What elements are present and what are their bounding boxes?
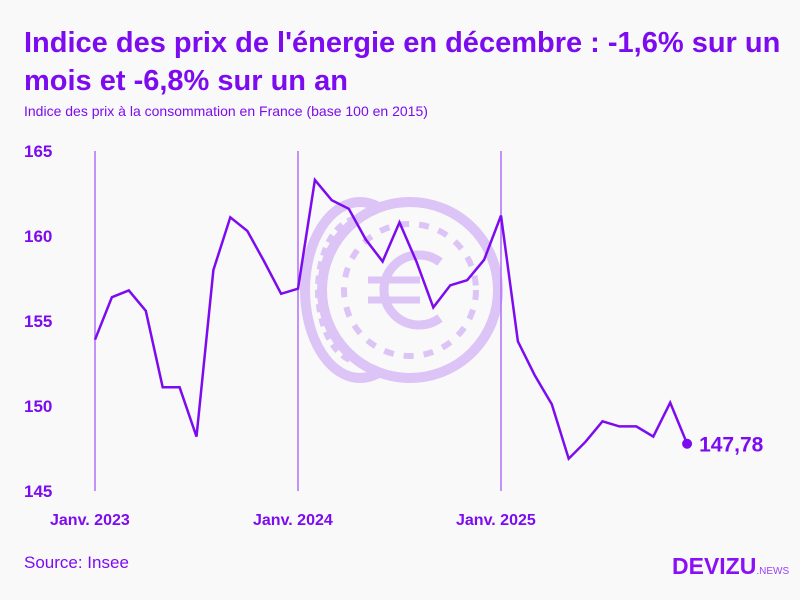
x-tick-label: Janv. 2023 — [50, 512, 130, 529]
y-tick-label: 145 — [24, 482, 52, 501]
logo-suffix: .NEWS — [756, 566, 790, 577]
y-tick-label: 165 — [24, 142, 52, 161]
chart-title: Indice des prix de l'énergie en décembre… — [24, 27, 781, 97]
euro-coin-icon — [300, 197, 503, 383]
devizu-logo: DEVIZU.NEWS — [672, 553, 789, 580]
chart-subtitle: Indice des prix à la consommation en Fra… — [24, 103, 428, 119]
x-tick-label: Janv. 2024 — [253, 512, 333, 529]
series-line — [93, 176, 689, 462]
y-tick-label: 150 — [24, 397, 52, 416]
y-tick-label: 155 — [24, 312, 52, 331]
logo-main: DEVIZU — [672, 553, 757, 579]
last-value-label: 147,78 — [699, 434, 764, 457]
y-tick-label: 160 — [24, 227, 52, 246]
source-note: Source: Insee — [24, 553, 129, 572]
x-tick-label: Janv. 2025 — [456, 512, 536, 529]
data-point — [682, 438, 693, 449]
